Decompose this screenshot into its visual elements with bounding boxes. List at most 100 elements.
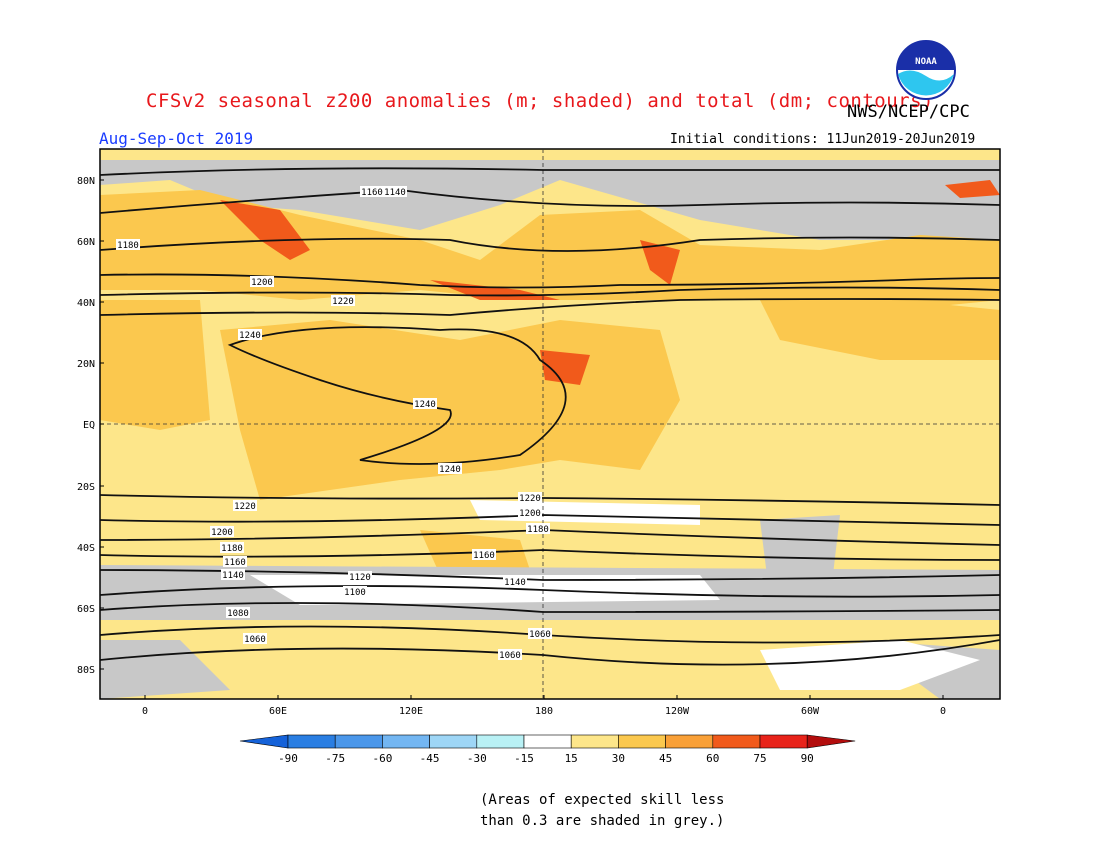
colorbar-swatch [429,734,478,749]
contour-line [100,514,1000,526]
colorbar-tick-label: -90 [278,752,298,765]
lat-label: 80N [77,176,95,187]
colorbar-arrow-left [239,734,289,749]
latitude-labels: 80N 60N 40N 20N EQ 20S 40S 60S 80S [77,176,104,676]
colorbar-swatch [334,734,383,749]
shade-30-atlantic [760,300,1000,360]
contour-label: 1120 [348,571,372,583]
lat-label: 40N [77,298,95,309]
contour-label: 1080 [226,607,250,619]
colorbar-swatch [382,734,430,749]
lat-label: EQ [83,420,95,431]
lon-label: 0 [142,706,148,717]
svg-text:1180: 1180 [527,525,549,535]
contour-label: 1200 [518,507,542,519]
contour-line [100,286,1000,297]
colorbar-tick-label: -75 [325,752,345,765]
shade-grey-antarctic-w [100,640,230,699]
contour-labels: 1140116011801200122012401240124012201200… [116,186,552,661]
contour-line [100,602,1000,613]
colorbar-tick-label: 45 [659,752,672,765]
colorbar-swatch [570,734,619,749]
contour-label: 1140 [383,186,407,198]
colorbar-tick-label: 60 [706,752,719,765]
colorbar-swatch [665,734,714,749]
svg-text:1060: 1060 [499,651,521,661]
svg-text:1160: 1160 [224,558,246,568]
noaa-logo: NOAA [896,40,956,100]
shade-60-alaska [640,240,680,285]
colorbar-tick-label: -60 [372,752,392,765]
logo-text: NOAA [915,57,937,67]
svg-text:1240: 1240 [439,465,461,475]
colorbar-tick-label: -15 [514,752,534,765]
contour-label: 1180 [220,542,244,554]
svg-text:1080: 1080 [227,609,249,619]
contour-line [100,298,1000,316]
agency-label: NWS/NCEP/CPC [847,102,970,122]
shade-60-arctic [945,180,1000,198]
contour-line [100,167,1000,176]
contour-label: 1140 [221,569,245,581]
lat-label: 60N [77,237,95,248]
svg-text:1160: 1160 [473,551,495,561]
contour-line [227,326,567,465]
svg-text:1200: 1200 [211,528,233,538]
shade-white-sh2 [470,500,700,525]
lat-label: 60S [77,604,95,615]
lat-label: 20N [77,359,95,370]
shade-white-sh [250,575,720,605]
colorbar-tick-label: 90 [801,752,814,765]
colorbar: -90 -75 -60 -45 -30 -15 15 30 45 60 75 90 [239,734,856,765]
svg-text:1120: 1120 [349,573,371,583]
colorbar-tick-label: 30 [612,752,625,765]
colorbar-tick-label: -45 [420,752,440,765]
contour-label: 1220 [233,500,257,512]
contour-label: 1240 [238,329,262,341]
footnote-line-1: (Areas of expected skill less [480,792,725,808]
contour-line [100,639,1000,666]
contour-label: 1180 [526,523,550,535]
contour-line [100,273,1000,289]
svg-text:1100: 1100 [344,588,366,598]
contour-label: 1140 [503,576,527,588]
colorbar-swatch [759,734,808,749]
svg-text:1140: 1140 [384,188,406,198]
lon-label: 180 [535,706,553,717]
longitude-labels: 0 60E 120E 180 120W 60W 0 [142,695,946,717]
lon-label: 0 [940,706,946,717]
contour-label: 1160 [223,556,247,568]
shade-30-africa [100,300,210,430]
contour-label: 1180 [116,239,140,251]
svg-text:1140: 1140 [504,578,526,588]
lon-label: 120W [665,706,690,717]
svg-text:1220: 1220 [519,494,541,504]
svg-text:1160: 1160 [361,188,383,198]
colorbar-swatch [618,734,666,749]
contour-label: 1160 [472,549,496,561]
contour-line [100,189,1000,214]
svg-text:1060: 1060 [244,635,266,645]
svg-text:1220: 1220 [332,297,354,307]
svg-text:1060: 1060 [529,630,551,640]
footnote: (Areas of expected skill less than 0.3 a… [480,790,724,832]
contour-label: 1200 [210,526,234,538]
initial-conditions-label: Initial conditions: 11Jun2019-20Jun2019 [670,132,976,147]
colorbar-tick-label: 75 [753,752,766,765]
colorbar-tick-label: -30 [467,752,487,765]
svg-text:1240: 1240 [239,331,261,341]
contour-label: 1160 [360,186,384,198]
shade-60-central-pacific [540,350,590,385]
colorbar-swatch [712,734,761,749]
colorbar-swatch [287,734,336,749]
contour-label: 1200 [250,276,274,288]
svg-text:1240: 1240 [414,400,436,410]
contour-label: 1240 [438,463,462,475]
svg-text:1180: 1180 [221,544,243,554]
lon-label: 60W [801,706,820,717]
colorbar-swatch [523,734,572,749]
colorbar-tick-label: 15 [565,752,578,765]
season-label: Aug-Sep-Oct 2019 [99,129,254,148]
colorbar-arrow-right [806,734,856,749]
svg-text:1200: 1200 [519,509,541,519]
